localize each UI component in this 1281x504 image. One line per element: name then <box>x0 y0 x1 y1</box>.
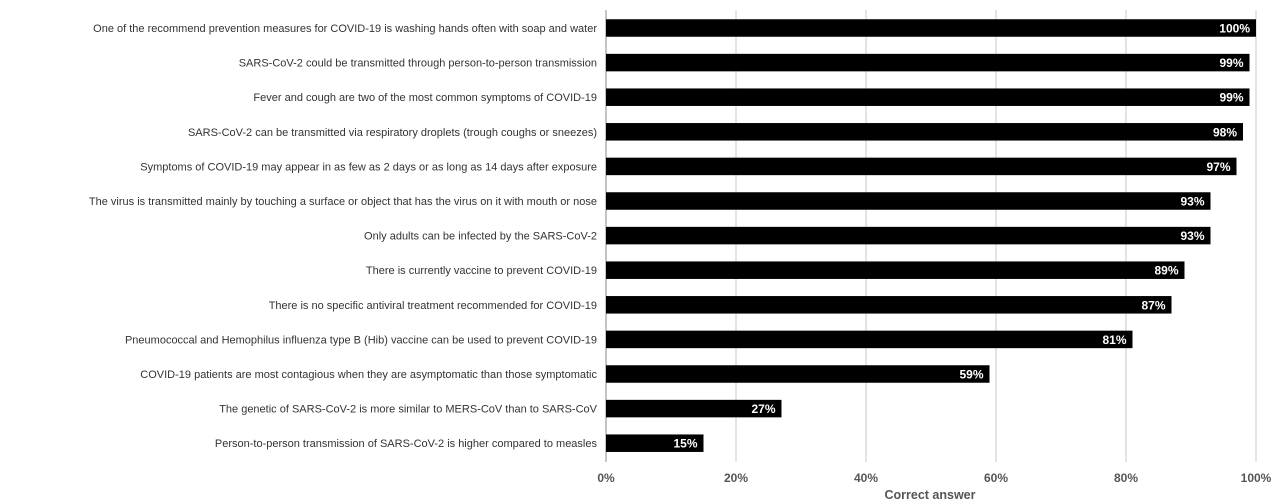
category-label: The virus is transmitted mainly by touch… <box>89 196 597 208</box>
category-label: One of the recommend prevention measures… <box>93 23 597 35</box>
category-label: Person-to-person transmission of SARS-Co… <box>215 438 598 450</box>
data-label: 15% <box>673 437 697 451</box>
x-tick-label: 60% <box>984 471 1008 485</box>
bar <box>606 365 990 383</box>
bar <box>606 261 1185 279</box>
bars: 100% 99% 99% 98% 97% 93% 93% 89% 87% 81% 59% 27% 15% <box>606 19 1256 452</box>
data-label: 93% <box>1180 195 1204 209</box>
bar <box>606 434 704 452</box>
category-label: COVID-19 patients are most contagious wh… <box>140 369 597 381</box>
data-label: 93% <box>1180 229 1204 243</box>
category-label: Only adults can be infected by the SARS-… <box>364 231 597 243</box>
category-label: There is no specific antiviral treatment… <box>269 300 597 312</box>
data-label: 100% <box>1219 22 1250 36</box>
data-label: 98% <box>1213 125 1237 139</box>
bar <box>606 123 1243 141</box>
category-label: Fever and cough are two of the most comm… <box>253 92 597 104</box>
x-tick-label: 100% <box>1241 471 1272 485</box>
category-label: The genetic of SARS-CoV-2 is more simila… <box>219 404 597 416</box>
category-label: SARS-CoV-2 could be transmitted through … <box>239 58 597 70</box>
x-tick-label: 80% <box>1114 471 1138 485</box>
bar <box>606 88 1250 106</box>
data-label: 27% <box>751 402 775 416</box>
bar <box>606 226 1211 245</box>
x-axis-ticks: 0% 20% 40% 60% 80% 100% <box>597 471 1271 485</box>
x-tick-label: 0% <box>597 471 615 485</box>
data-label: 99% <box>1219 56 1243 70</box>
category-labels: One of the recommend prevention measures… <box>89 23 598 450</box>
category-label: There is currently vaccine to prevent CO… <box>366 265 597 277</box>
bar <box>606 296 1172 314</box>
data-label: 99% <box>1219 91 1243 105</box>
x-axis-title: Correct answer <box>884 488 975 502</box>
category-label: Pneumococcal and Hemophilus influenza ty… <box>125 334 597 346</box>
x-tick-label: 20% <box>724 471 748 485</box>
x-tick-label: 40% <box>854 471 878 485</box>
bar <box>606 399 782 418</box>
bar <box>606 330 1133 349</box>
data-label: 87% <box>1141 298 1165 312</box>
data-label: 81% <box>1102 333 1126 347</box>
data-label: 97% <box>1206 160 1230 174</box>
bar <box>606 53 1250 72</box>
bar <box>606 192 1211 210</box>
category-label: SARS-CoV-2 can be transmitted via respir… <box>188 127 597 139</box>
bar <box>606 157 1237 176</box>
category-label: Symptoms of COVID-19 may appear in as fe… <box>140 161 597 173</box>
data-label: 59% <box>959 368 983 382</box>
data-label: 89% <box>1154 264 1178 278</box>
bar <box>606 19 1256 37</box>
